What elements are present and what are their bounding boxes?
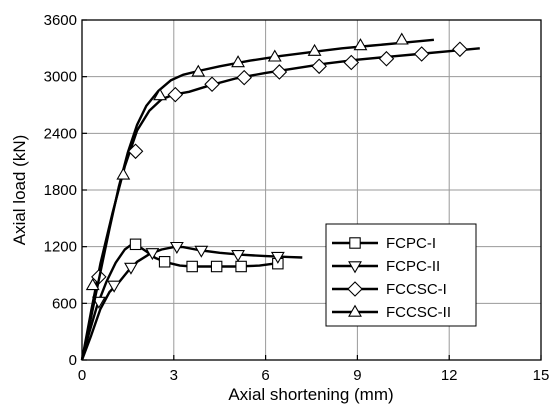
legend-marker-fcpc-ii bbox=[348, 261, 362, 274]
data-point-fcpc-ii bbox=[231, 249, 245, 263]
data-point-fcpc-ii bbox=[169, 241, 184, 255]
data-point-fccsc-i bbox=[311, 58, 327, 75]
x-tick-label: 0 bbox=[78, 367, 86, 384]
y-tick-label: 0 bbox=[69, 352, 77, 369]
legend-label-fccsc-i: FCCSC-I bbox=[386, 281, 447, 298]
data-point-fccsc-ii bbox=[191, 64, 206, 77]
series-fcpc-ii bbox=[80, 241, 303, 361]
legend-entry-fccsc-ii: FCCSC-II bbox=[332, 304, 451, 321]
legend: FCPC-I FCPC-II FCCSC-I FCCSC-II bbox=[325, 223, 477, 327]
y-tick-label: 1800 bbox=[44, 182, 77, 199]
legend-marker-fccsc-i bbox=[347, 281, 363, 297]
data-point-fccsc-ii bbox=[353, 38, 368, 51]
series-fcpc-i bbox=[80, 238, 284, 361]
data-point-fccsc-i bbox=[127, 143, 144, 160]
x-tick-label: 6 bbox=[261, 367, 269, 384]
series-line-fcpc-ii bbox=[80, 245, 303, 361]
data-point-fccsc-ii bbox=[231, 55, 245, 68]
x-tick-label: 12 bbox=[441, 367, 458, 384]
data-point-fcpc-ii bbox=[124, 262, 138, 275]
data-point-fcpc-i bbox=[129, 238, 142, 251]
axes: 0 3 6 9 12 15 0 600 1200 1800 2400 3000 3600 bbox=[44, 12, 549, 384]
data-point-fccsc-i bbox=[204, 76, 220, 93]
series-line-fccsc-ii bbox=[80, 38, 435, 361]
x-tick-label: 9 bbox=[353, 367, 361, 384]
data-point-fccsc-ii bbox=[85, 278, 100, 291]
data-point-fcpc-ii bbox=[194, 245, 209, 258]
legend-entry-fccsc-i: FCCSC-I bbox=[332, 281, 447, 298]
x-axis-title: Axial shortening (mm) bbox=[228, 385, 393, 404]
data-point-fccsc-i bbox=[378, 50, 395, 67]
grid bbox=[82, 20, 541, 360]
data-point-fccsc-i bbox=[413, 46, 430, 62]
data-point-fccsc-ii bbox=[267, 49, 282, 62]
data-point-fccsc-i bbox=[343, 54, 360, 71]
data-point-fccsc-ii bbox=[307, 43, 322, 56]
legend-label-fccsc-ii: FCCSC-II bbox=[386, 304, 451, 321]
data-point-fcpc-i bbox=[186, 260, 198, 273]
series-line-fcpc-i bbox=[80, 242, 282, 361]
data-point-fccsc-ii bbox=[153, 88, 167, 101]
data-point-fcpc-i bbox=[210, 260, 223, 273]
legend-entry-fcpc-i: FCPC-I bbox=[332, 235, 436, 252]
legend-marker-fcpc-i bbox=[349, 237, 361, 249]
y-tick-label: 1200 bbox=[44, 239, 77, 256]
legend-marker-fccsc-ii bbox=[348, 304, 362, 317]
series-fccsc-ii bbox=[80, 32, 435, 361]
data-point-fccsc-i bbox=[271, 64, 288, 80]
legend-entry-fcpc-ii: FCPC-II bbox=[332, 258, 440, 275]
legend-label-fcpc-ii: FCPC-II bbox=[386, 258, 440, 275]
x-tick-label: 15 bbox=[533, 367, 549, 384]
data-point-fcpc-ii bbox=[145, 248, 160, 261]
data-point-fcpc-i bbox=[235, 260, 247, 273]
y-axis-title: Axial load (kN) bbox=[10, 135, 29, 246]
series-layer bbox=[80, 32, 480, 361]
data-point-fcpc-i bbox=[158, 256, 171, 268]
y-tick-label: 600 bbox=[52, 295, 77, 312]
data-point-fccsc-i bbox=[236, 69, 252, 86]
data-point-fccsc-ii bbox=[394, 32, 409, 45]
data-point-fcpc-ii bbox=[270, 251, 285, 264]
data-point-fccsc-i bbox=[167, 86, 184, 103]
y-tick-label: 3000 bbox=[44, 69, 77, 86]
data-point-fcpc-ii bbox=[107, 280, 122, 293]
x-tick-label: 3 bbox=[170, 367, 178, 384]
y-tick-label: 3600 bbox=[44, 12, 77, 29]
data-point-fccsc-ii bbox=[116, 167, 131, 180]
data-point-fccsc-i bbox=[452, 41, 468, 58]
y-tick-label: 2400 bbox=[44, 125, 77, 142]
legend-label-fcpc-i: FCPC-I bbox=[386, 235, 436, 252]
